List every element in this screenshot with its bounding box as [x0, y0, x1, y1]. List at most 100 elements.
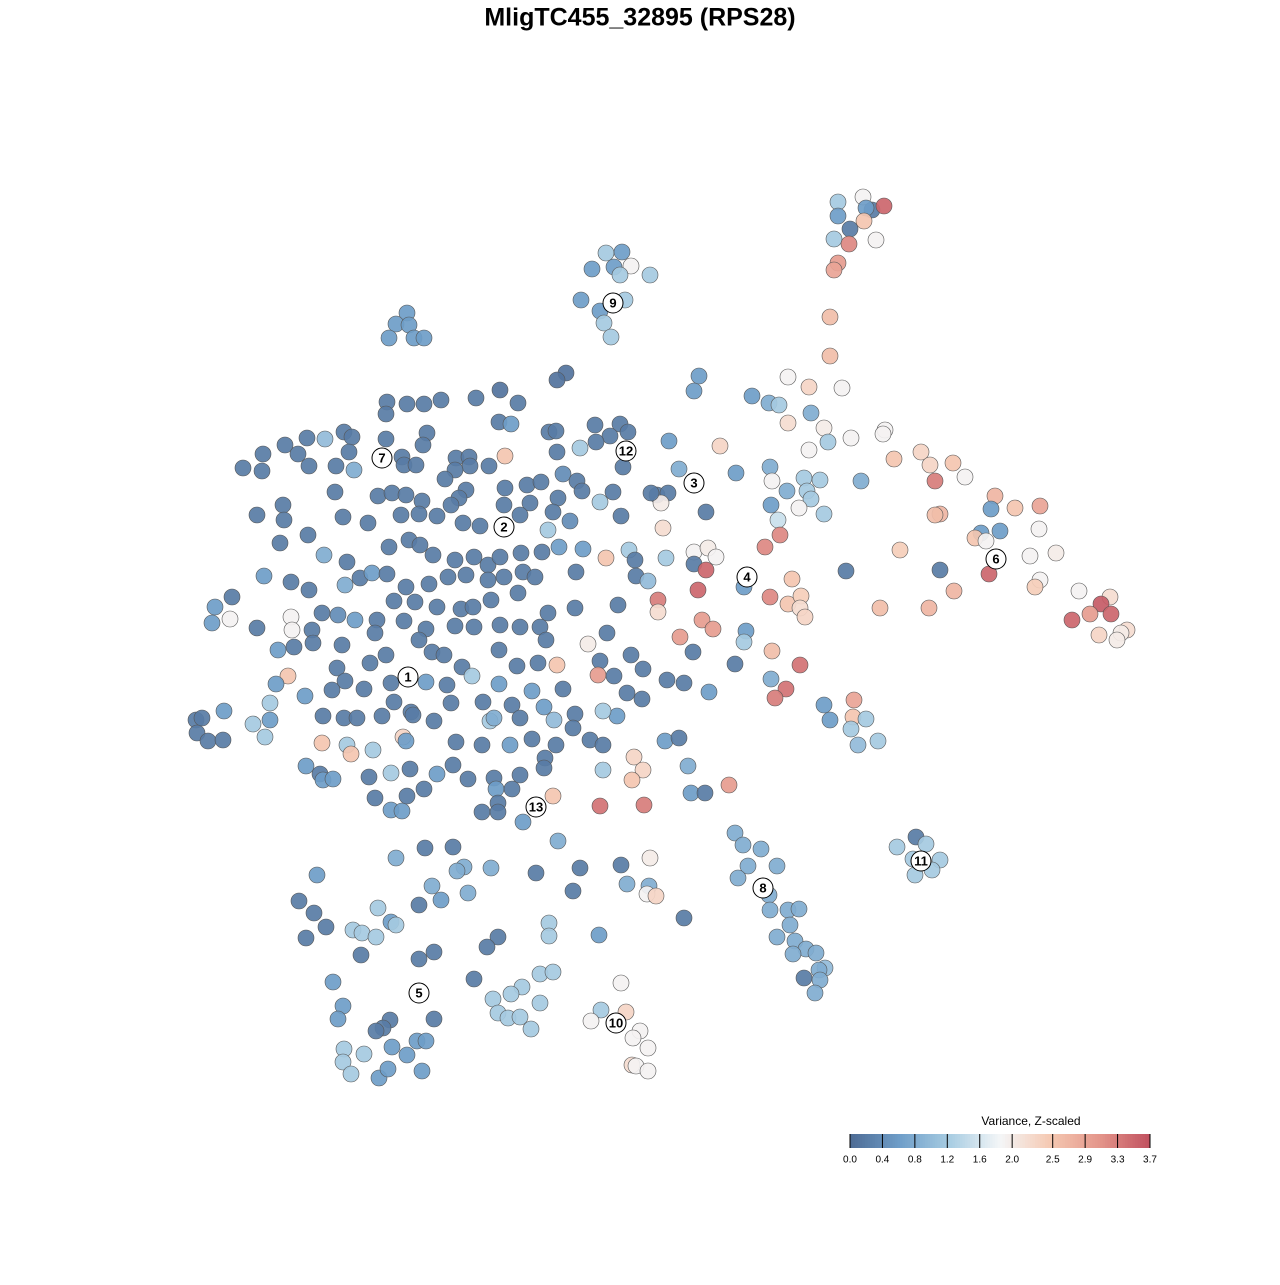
- point: [867, 231, 885, 249]
- point: [647, 887, 665, 905]
- colorbar-segment: [1025, 1134, 1028, 1148]
- point: [550, 538, 568, 556]
- colorbar-segment: [1042, 1134, 1046, 1148]
- point: [871, 599, 889, 617]
- point: [300, 457, 318, 475]
- point: [382, 674, 400, 692]
- point: [612, 507, 630, 525]
- point: [1030, 520, 1048, 538]
- point: [1108, 631, 1126, 649]
- point: [829, 207, 847, 225]
- point: [806, 984, 824, 1002]
- point: [413, 1062, 431, 1080]
- colorbar-segment: [1035, 1134, 1038, 1148]
- point: [522, 1020, 540, 1038]
- point: [549, 489, 567, 507]
- point: [491, 381, 509, 399]
- point: [572, 291, 590, 309]
- point: [473, 736, 491, 754]
- point: [821, 711, 839, 729]
- colorbar-segment: [897, 1134, 901, 1148]
- point: [561, 512, 579, 530]
- point: [547, 422, 565, 440]
- point: [415, 395, 433, 413]
- colorbar-tick-label: 1.6: [973, 1155, 987, 1166]
- point: [571, 859, 589, 877]
- point: [1090, 626, 1108, 644]
- cluster-label-badge: [525, 796, 547, 818]
- colorbar-segment: [852, 1134, 856, 1148]
- point: [385, 693, 403, 711]
- point: [459, 884, 477, 902]
- point: [512, 544, 530, 562]
- point: [727, 464, 745, 482]
- point: [464, 598, 482, 616]
- point: [336, 672, 354, 690]
- colorbar-segment: [1132, 1134, 1136, 1148]
- point: [425, 943, 443, 961]
- point: [463, 667, 481, 685]
- point: [594, 702, 612, 720]
- point: [802, 490, 820, 508]
- colorbar-segment: [950, 1134, 953, 1148]
- colorbar-segment: [985, 1134, 988, 1148]
- point: [457, 566, 475, 584]
- point: [401, 760, 419, 778]
- point: [380, 329, 398, 347]
- point: [771, 526, 789, 544]
- point: [193, 709, 211, 727]
- colorbar-segment: [1097, 1134, 1101, 1148]
- point: [977, 532, 995, 550]
- point: [410, 950, 428, 968]
- point: [700, 683, 718, 701]
- point: [378, 565, 396, 583]
- point: [382, 764, 400, 782]
- point: [511, 766, 529, 784]
- colorbar-segment: [855, 1134, 858, 1148]
- point: [501, 736, 519, 754]
- point: [346, 611, 364, 629]
- point: [735, 633, 753, 651]
- point: [415, 329, 433, 347]
- point: [589, 666, 607, 684]
- colorbar-segment: [927, 1134, 931, 1148]
- point: [639, 1062, 657, 1080]
- cluster-label: 7: [378, 450, 385, 465]
- point: [885, 450, 903, 468]
- point: [385, 592, 403, 610]
- colorbar-segment: [1115, 1134, 1118, 1148]
- colorbar-segment: [955, 1134, 958, 1148]
- colorbar-segment: [925, 1134, 928, 1148]
- point: [781, 916, 799, 934]
- point: [779, 414, 797, 432]
- point: [465, 970, 483, 988]
- point: [763, 642, 781, 660]
- point: [355, 1045, 373, 1063]
- point: [407, 456, 425, 474]
- point: [489, 803, 507, 821]
- point: [852, 472, 870, 490]
- point: [424, 546, 442, 564]
- colorbar-segment: [1045, 1134, 1048, 1148]
- point: [521, 494, 539, 512]
- point: [446, 551, 464, 569]
- colorbar-segment: [877, 1134, 881, 1148]
- colorbar-segment: [1062, 1134, 1066, 1148]
- point: [769, 511, 787, 529]
- point: [821, 308, 839, 326]
- point: [571, 439, 589, 457]
- point: [256, 728, 274, 746]
- point: [842, 720, 860, 738]
- point: [367, 1022, 385, 1040]
- point: [369, 899, 387, 917]
- point: [540, 927, 558, 945]
- colorbar-segment: [1120, 1134, 1123, 1148]
- colorbar-segment: [970, 1134, 973, 1148]
- point: [807, 944, 825, 962]
- point: [397, 732, 415, 750]
- cluster-label-badge: [371, 447, 393, 469]
- point: [244, 715, 262, 733]
- point: [690, 367, 708, 385]
- point: [398, 395, 416, 413]
